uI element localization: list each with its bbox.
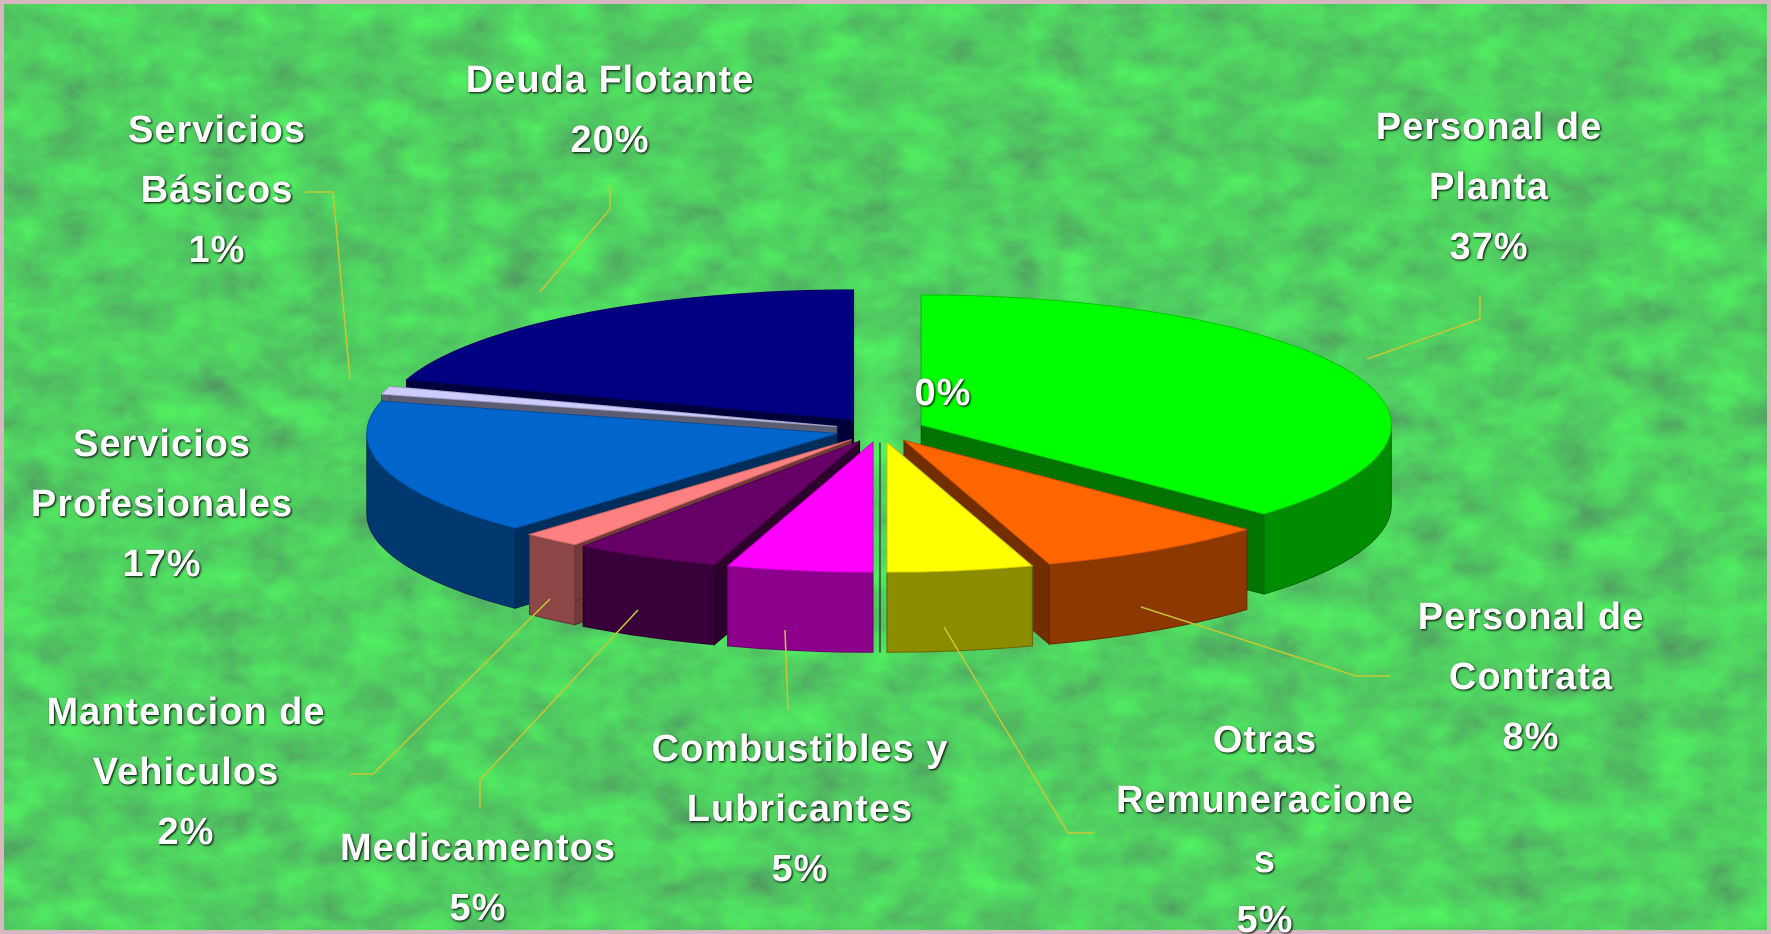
data-label: Personal de Planta 37% <box>1339 97 1639 277</box>
leader-line <box>350 598 551 775</box>
slice-top <box>726 441 874 573</box>
leader-line <box>943 626 1094 834</box>
data-label: Personal de Contrata 8% <box>1381 587 1681 767</box>
data-label: Mantencion de Vehiculos 2% <box>16 682 356 862</box>
slice-top <box>903 440 1249 565</box>
slice-top <box>581 440 860 566</box>
value-label: 0% <box>914 372 972 414</box>
slice-top <box>380 385 837 428</box>
leader-line <box>479 609 639 808</box>
category-label: Personal de Planta <box>1375 106 1603 208</box>
slice-top <box>366 400 837 529</box>
value-label: 1% <box>188 229 246 271</box>
value-label: 8% <box>1502 716 1560 758</box>
category-label: Otras Remuneraciones <box>1115 719 1415 881</box>
slice-wall <box>529 533 576 626</box>
category-label: Mantencion de Vehiculos <box>46 691 326 793</box>
category-label: Deuda Flotante <box>465 59 755 101</box>
slice <box>726 441 874 653</box>
slice-top <box>886 441 1034 573</box>
value-label: 17% <box>122 543 202 585</box>
slice-top <box>920 294 1392 515</box>
category-label: Personal de Contrata <box>1417 596 1645 698</box>
data-label: Servicios Básicos 1% <box>107 100 327 280</box>
leader-line <box>1366 296 1481 360</box>
data-label: Combustibles y Lubricantes 5% <box>620 719 980 899</box>
slice-top <box>527 439 852 546</box>
value-label: 5% <box>449 887 507 929</box>
category-label: Combustibles y Lubricantes <box>651 728 949 830</box>
slice-top <box>405 289 855 421</box>
data-label: Medicamentos 5% <box>308 818 648 934</box>
value-label: 5% <box>1236 899 1294 934</box>
leader-line <box>784 629 789 711</box>
category-label: Servicios Básicos <box>128 109 306 211</box>
leader-line <box>305 191 351 380</box>
slice-wall <box>727 565 874 653</box>
category-label: Medicamentos <box>340 827 616 869</box>
value-label: 20% <box>570 119 650 161</box>
leader-line <box>539 186 611 293</box>
data-label: Otras Remuneraciones 5% <box>1105 710 1425 934</box>
value-label: 5% <box>771 848 829 890</box>
data-label: 0% <box>883 363 1003 423</box>
data-label: Servicios Profesionales 17% <box>2 414 322 594</box>
leader-line <box>1140 606 1390 677</box>
category-label: Servicios Profesionales <box>30 423 294 525</box>
slice-wall <box>886 565 1033 653</box>
value-label: 2% <box>157 811 215 853</box>
value-label: 37% <box>1449 226 1529 268</box>
data-label: Deuda Flotante 20% <box>445 50 775 170</box>
slice <box>886 441 1034 653</box>
